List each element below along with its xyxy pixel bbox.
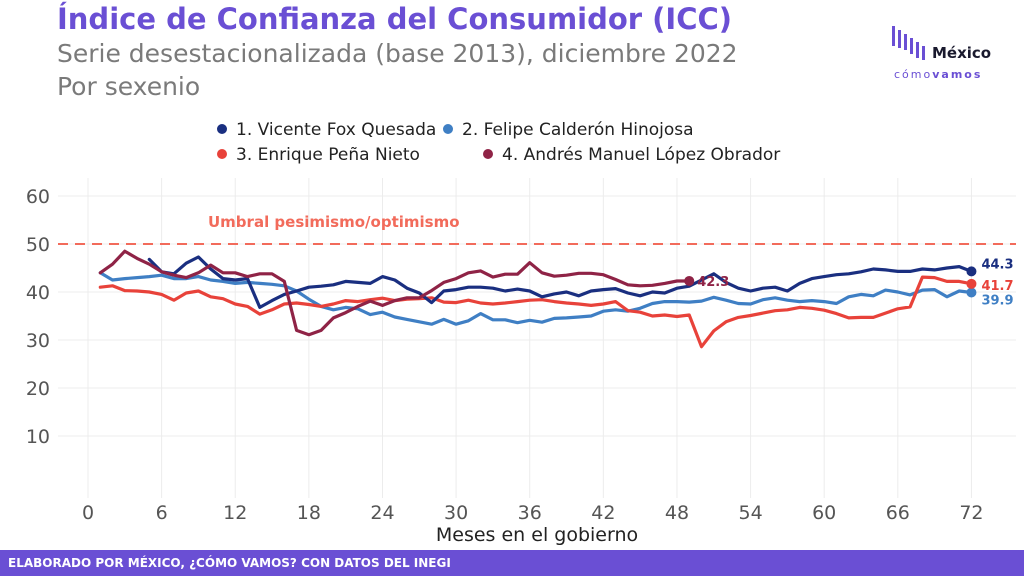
y-tick-label: 40 [26,282,50,304]
y-tick-label: 10 [26,426,50,448]
y-tick-label: 30 [26,330,50,352]
legend-label-4: 4. Andrés Manuel López Obrador [502,145,780,165]
icc-line-chart: 1. Vicente Fox Quesada 2. Felipe Calderón… [26,120,1016,546]
series-line-2 [98,271,974,326]
chart-title: Índice de Confianza del Consumidor (ICC) [57,2,733,36]
x-tick-label: 48 [665,502,689,524]
footer-source: ELABORADO POR MÉXICO, ¿CÓMO VAMOS? CON D… [8,556,451,570]
mexico-como-vamos-logo: México cómovamos [890,22,1010,86]
logo-bars-icon [892,26,925,60]
x-tick-label: 60 [812,502,836,524]
end-value-label-1: 44.3 [981,257,1013,272]
x-tick-label: 72 [959,502,983,524]
end-point-1 [966,266,977,277]
legend-marker-1 [217,124,227,134]
y-tick-label: 20 [26,378,50,400]
x-tick-label: 12 [223,502,247,524]
logo-tagline: cómovamos [894,68,983,81]
y-tick-label: 50 [26,234,50,256]
legend-marker-2 [443,124,453,134]
legend-label-2: 2. Felipe Calderón Hinojosa [462,120,694,140]
threshold-label: Umbral pesimismo/optimismo [208,213,460,231]
end-value-label-2: 39.9 [981,293,1013,308]
x-tick-label: 66 [886,502,910,524]
end-value-label-4: 42.3 [697,275,729,290]
legend-marker-4 [483,149,493,159]
x-tick-label: 18 [297,502,321,524]
legend-label-3: 3. Enrique Peña Nieto [236,145,420,165]
x-tick-label: 42 [591,502,615,524]
end-point-3 [966,278,977,289]
x-axis-label: Meses en el gobierno [436,524,638,546]
x-tick-label: 36 [518,502,542,524]
x-tick-label: 30 [444,502,468,524]
x-tick-label: 54 [738,502,762,524]
x-tick-label: 0 [82,502,94,524]
end-value-label-3: 41.7 [981,279,1013,294]
chart-subtitle-period: Por sexenio [57,72,201,101]
x-tick-label: 24 [370,502,394,524]
end-point-4 [684,275,695,286]
logo-name: México [932,44,992,62]
footer-bar: ELABORADO POR MÉXICO, ¿CÓMO VAMOS? CON D… [0,550,1024,576]
end-point-2 [966,287,977,298]
legend-marker-3 [217,149,227,159]
series-line-4 [98,249,691,337]
series-line-3 [98,275,974,349]
legend-label-1: 1. Vicente Fox Quesada [236,120,436,140]
x-tick-label: 6 [156,502,168,524]
series-line-1 [147,255,974,309]
chart-subtitle: Serie desestacionalizada (base 2013), di… [57,39,738,68]
y-tick-label: 60 [26,186,50,208]
